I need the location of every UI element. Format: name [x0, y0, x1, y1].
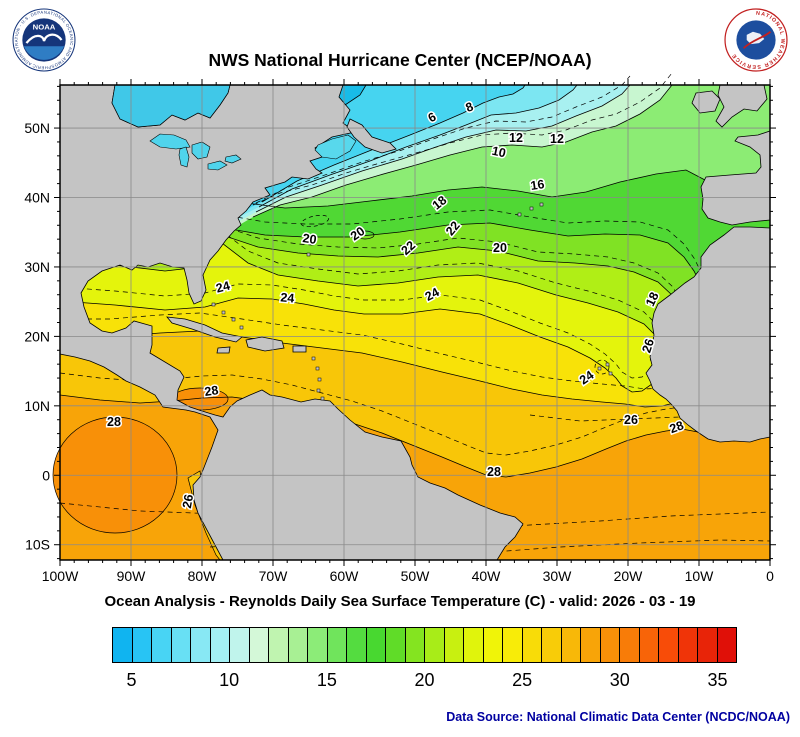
colorbar-segment — [249, 628, 269, 662]
colorbar-segment — [639, 628, 659, 662]
colorbar-segment — [288, 628, 308, 662]
colorbar-segment — [483, 628, 503, 662]
contour-label: 20 — [493, 241, 507, 255]
colorbar-segment — [113, 628, 133, 662]
hudson-bay — [111, 84, 231, 128]
lon-tick-label: 30W — [543, 568, 573, 584]
colorbar-tick-labels: 5 10 15 20 25 30 35 — [112, 670, 737, 692]
contour-label: 28 — [204, 383, 220, 399]
data-source: Data Source: National Climatic Data Cent… — [446, 710, 790, 724]
contour-label: 26 — [180, 493, 196, 509]
noaa-center-text: NOAA — [33, 23, 56, 32]
lon-tick-label: 40W — [472, 568, 502, 584]
contour-label: 28 — [668, 418, 686, 436]
colorbar-segment — [347, 628, 367, 662]
lon-tick-label: 60W — [330, 568, 360, 584]
lon-tick-label: 90W — [117, 568, 147, 584]
axis-labels: 50N 40N 30N 20N 10N 0 10S 100W 90W 80W 70W 60W 50W 40… — [24, 120, 774, 584]
colorbar-segment — [659, 628, 679, 662]
contour-label: 12 — [550, 132, 564, 146]
colorbar-segment — [327, 628, 347, 662]
contour-label: 26 — [639, 337, 657, 355]
noaa-seagull-icon — [25, 33, 63, 44]
colorbar-segment — [405, 628, 425, 662]
colorbar-segment — [152, 628, 172, 662]
colorbar-segment — [600, 628, 620, 662]
colorbar-segment — [464, 628, 484, 662]
colorbar-segment — [425, 628, 445, 662]
lat-tick-label: 20N — [24, 328, 50, 344]
great-lake — [224, 154, 242, 164]
lat-tick-label: 0 — [42, 467, 50, 483]
lon-tick-label: 70W — [259, 568, 289, 584]
nws-logo: NATIONAL WEATHER SERVICE — [724, 8, 788, 72]
map-subtitle: Ocean Analysis - Reynolds Daily Sea Surf… — [104, 593, 696, 610]
lat-tick-label: 50N — [24, 120, 50, 136]
colorbar-segment — [230, 628, 250, 662]
lon-tick-label: 80W — [188, 568, 218, 584]
colorbar-segment — [191, 628, 211, 662]
colorbar-segment — [308, 628, 328, 662]
page-title: NWS National Hurricane Center (NCEP/NOAA… — [208, 50, 592, 70]
lat-tick-label: 10S — [25, 537, 50, 553]
map-container: 50N 40N 30N 20N 10N 0 10S 100W 90W 80W 70W 60W 50W 40… — [24, 72, 776, 584]
colorbar-segment — [620, 628, 640, 662]
land-masses — [59, 84, 771, 561]
contour-label: 28 — [487, 465, 501, 479]
colorbar-segment — [581, 628, 601, 662]
colorbar-segment — [269, 628, 289, 662]
lat-tick-label: 10N — [24, 398, 50, 414]
contour-label: 20 — [302, 231, 318, 247]
great-lake — [178, 146, 190, 168]
contour-label: 26 — [624, 413, 638, 427]
colorbar-segment — [171, 628, 191, 662]
sst-map: 50N 40N 30N 20N 10N 0 10S 100W 90W 80W 70W 60W 50W 40… — [24, 72, 776, 584]
contour-label: 28 — [107, 415, 121, 429]
lat-tick-label: 40N — [24, 190, 50, 206]
colorbar-tick-label: 20 — [414, 670, 435, 690]
temperature-colorbar — [112, 627, 737, 663]
colorbar-segment — [444, 628, 464, 662]
noaa-logo: NATIONAL OCEANIC AND ATMOSPHERIC ADMINIS… — [12, 8, 76, 72]
lat-tick-label: 30N — [24, 259, 50, 275]
lon-tick-label: 100W — [42, 568, 79, 584]
lon-tick-label: 10W — [685, 568, 715, 584]
colorbar-segment — [386, 628, 406, 662]
lon-tick-label: 20W — [614, 568, 644, 584]
colorbar-tick-label: 10 — [219, 670, 240, 690]
contour-label: 24 — [280, 290, 295, 305]
colorbar-tick-label: 30 — [609, 670, 630, 690]
colorbar-segment — [561, 628, 581, 662]
colorbar-segment — [132, 628, 152, 662]
contour-label: 12 — [509, 131, 523, 145]
lon-tick-label: 50W — [401, 568, 431, 584]
great-lake — [207, 160, 228, 171]
map-frame — [54, 79, 776, 566]
lon-tick-label: 0 — [766, 568, 774, 584]
colorbar-tick-label: 25 — [512, 670, 533, 690]
contour-label: 24 — [214, 279, 231, 296]
colorbar-segment — [717, 628, 736, 662]
colorbar-segment — [210, 628, 230, 662]
colorbar-segment — [542, 628, 562, 662]
great-lake — [149, 133, 191, 150]
colorbar-segment — [678, 628, 698, 662]
contour-label: 16 — [530, 177, 546, 193]
colorbar-segment — [503, 628, 523, 662]
colorbar-segment — [522, 628, 542, 662]
grid-lines — [60, 85, 770, 560]
colorbar-tick-label: 5 — [126, 670, 137, 690]
colorbar-segment — [698, 628, 718, 662]
colorbar-tick-label: 15 — [316, 670, 337, 690]
contour-label: 10 — [491, 144, 508, 161]
colorbar-tick-label: 35 — [707, 670, 728, 690]
colorbar-segment — [366, 628, 386, 662]
